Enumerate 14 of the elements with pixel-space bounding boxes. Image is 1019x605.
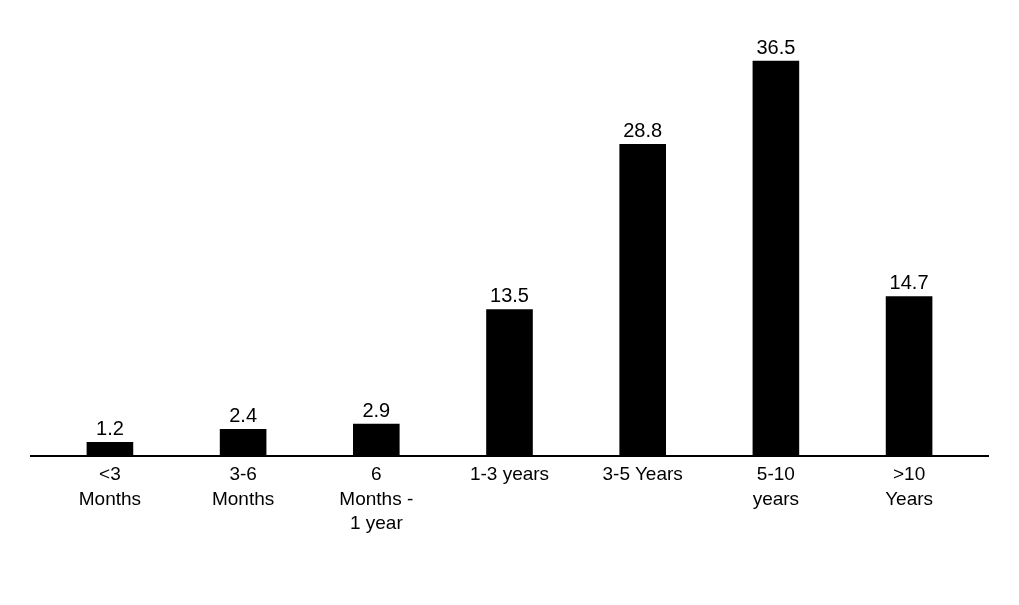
x-tick-label: 3-6 Months [211,462,275,509]
x-tick-label: 5-10 years [752,462,800,509]
data-label: 13.5 [490,284,529,307]
x-tick-label: 3-5 Years [602,462,683,484]
data-label: 1.2 [96,417,124,440]
x-tick-label: 1-3 years [469,462,550,484]
data-label: 36.5 [756,35,796,58]
data-label: 14.7 [889,271,929,294]
x-tick-label: <3 Months [78,462,142,509]
x-tick-label: >10 Years [885,462,934,509]
data-label: 2.4 [229,404,258,427]
data-label: 2.9 [362,398,391,421]
data-label: 28.8 [623,118,663,141]
x-tick-label: 6 Months - 1 year [339,462,414,534]
